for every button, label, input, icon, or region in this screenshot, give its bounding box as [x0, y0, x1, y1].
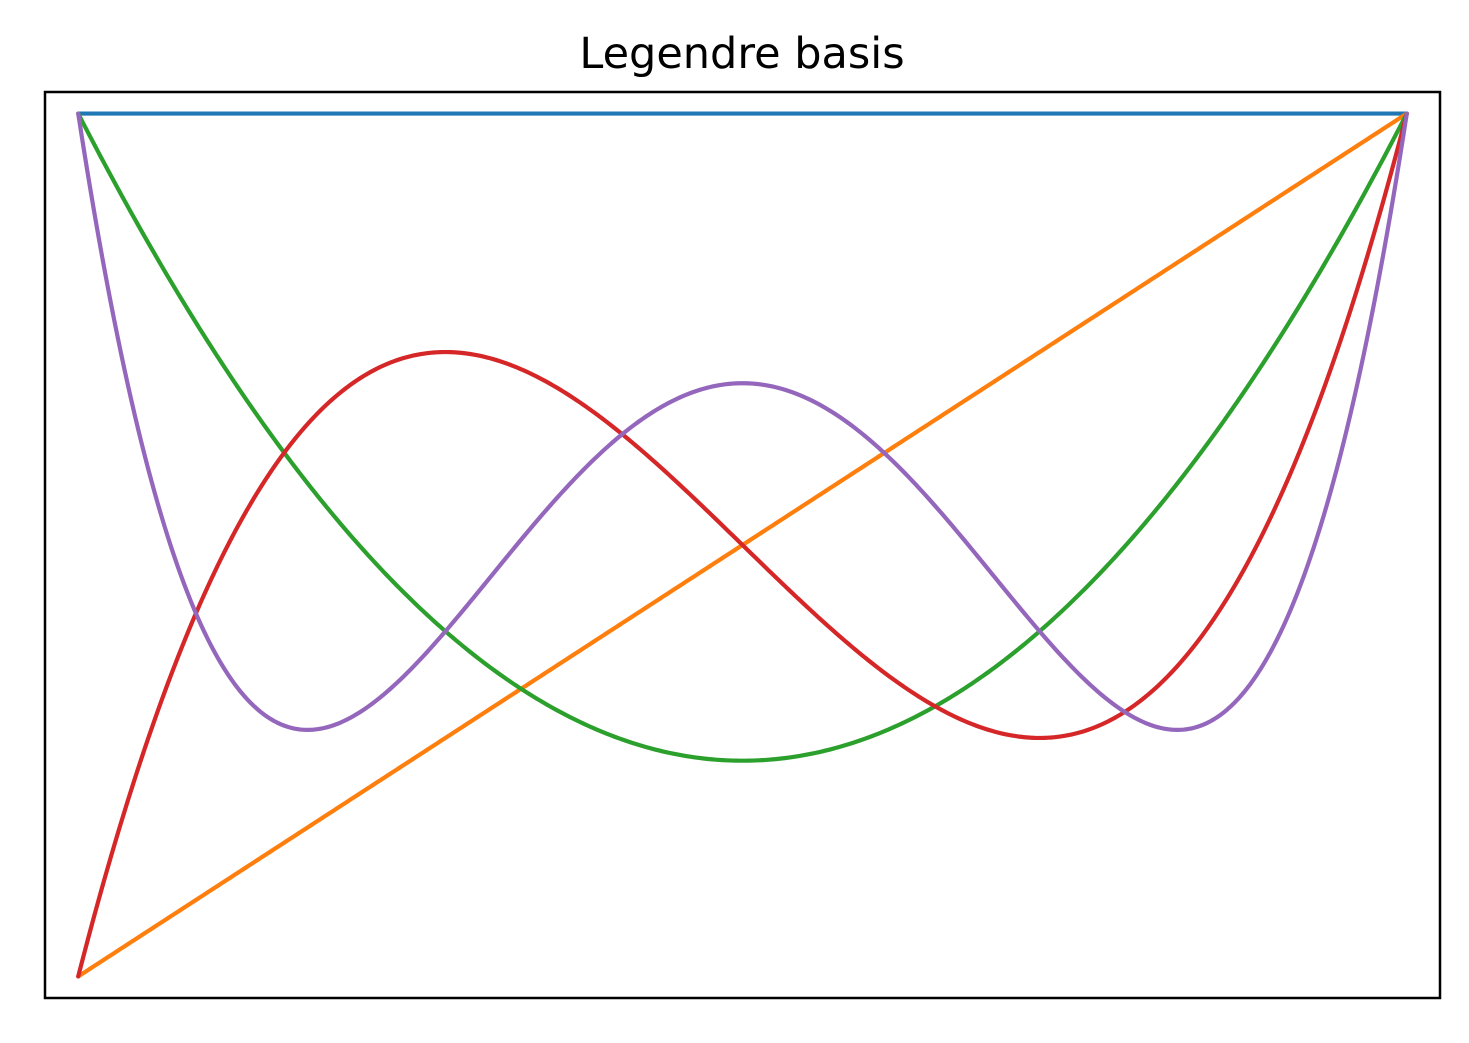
plot-area-frame: [43, 90, 1442, 1000]
series-line-p2: [76, 111, 1409, 763]
series-line-p3: [76, 111, 1409, 979]
series-line-p4: [76, 111, 1409, 732]
series-group: [76, 111, 1409, 979]
chart-title: Legendre basis: [579, 29, 904, 79]
